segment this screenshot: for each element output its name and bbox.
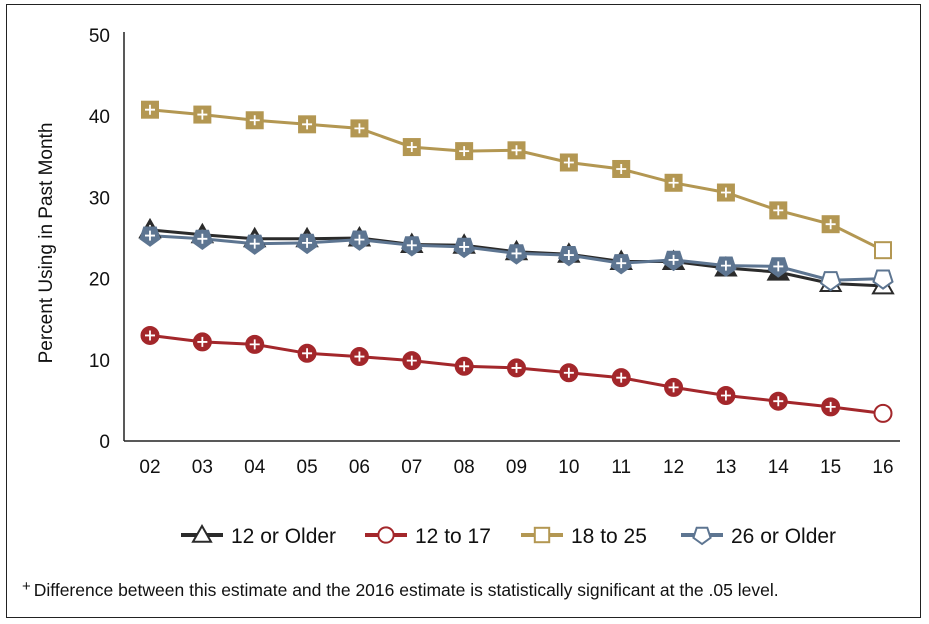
legend-item-1: 12 to 17	[365, 525, 491, 548]
footnote-text: Difference between this estimate and the…	[34, 580, 779, 600]
x-tick-label: 10	[558, 457, 579, 478]
significance-plus	[302, 237, 313, 248]
y-tick-label: 20	[89, 270, 110, 291]
significance-plus	[616, 163, 627, 174]
significance-plus	[249, 238, 260, 249]
x-tick-label: 03	[192, 457, 213, 478]
significance-plus	[249, 339, 260, 350]
significance-plus	[459, 241, 470, 252]
x-tick-label: 02	[139, 457, 160, 478]
x-tick-label: 05	[297, 457, 318, 478]
significance-plus	[616, 258, 627, 269]
significance-plus	[459, 361, 470, 372]
significance-plus	[720, 390, 731, 401]
chart-frame	[6, 4, 921, 618]
y-tick-labels: 0 10 20 30 40 50	[89, 26, 110, 453]
data-point	[872, 269, 894, 290]
legend-label: 12 to 17	[415, 525, 491, 548]
x-tick-label: 09	[506, 457, 527, 478]
significance-plus	[773, 261, 784, 272]
axes	[123, 32, 900, 442]
significance-plus	[511, 362, 522, 373]
x-tick-label: 15	[820, 457, 841, 478]
legend-label: 26 or Older	[731, 525, 836, 548]
significance-plus	[197, 109, 208, 120]
data-point	[874, 241, 892, 260]
series-markers-2	[141, 100, 892, 260]
legend: 12 or Older 12 to 17 18 to 25 26 or Older	[181, 523, 836, 548]
significance-plus	[354, 351, 365, 362]
x-tick-label: 14	[768, 457, 790, 478]
significance-plus	[145, 330, 155, 341]
significance-plus	[459, 146, 470, 157]
significance-plus	[563, 367, 574, 378]
x-tick-labels: 02 03 04 05 06 07 08 09 10 11 12 13 14 15 16	[139, 457, 893, 478]
legend-marker	[533, 526, 551, 544]
significance-plus	[197, 336, 208, 347]
significance-plus	[145, 230, 155, 241]
series-markers	[138, 100, 895, 423]
significance-plus	[406, 355, 417, 366]
series-line-2	[149, 108, 884, 252]
data-point	[873, 403, 893, 423]
y-tick-label: 40	[89, 107, 110, 128]
x-tick-label: 13	[715, 457, 736, 478]
significance-plus	[720, 260, 731, 271]
series-markers-3	[139, 226, 894, 292]
y-tick-label: 0	[99, 432, 110, 453]
significance-plus	[616, 372, 627, 383]
significance-plus	[668, 177, 679, 188]
significance-plus	[511, 248, 522, 259]
significance-plus	[302, 119, 313, 130]
significance-plus	[354, 123, 365, 134]
legend-item-0: 12 or Older	[181, 523, 336, 548]
significance-plus	[668, 254, 679, 265]
significance-plus	[720, 187, 731, 198]
legend-item-2: 18 to 25	[521, 525, 647, 548]
data-point	[819, 271, 842, 292]
significance-plus	[773, 396, 784, 407]
significance-plus	[406, 142, 417, 153]
y-tick-label: 10	[89, 351, 110, 372]
legend-marker	[191, 523, 213, 543]
x-tick-label: 06	[349, 457, 370, 478]
significance-plus	[145, 104, 155, 115]
legend-item-3: 26 or Older	[681, 525, 836, 548]
series-markers-1	[140, 325, 893, 423]
significance-plus	[563, 157, 574, 168]
x-tick-label: 04	[244, 457, 266, 478]
significance-plus	[302, 348, 313, 359]
svg-text:+Difference between this estim: + Difference between this estimate and th…	[22, 578, 779, 600]
legend-marker	[377, 526, 395, 544]
y-axis-label: Percent Using in Past Month	[36, 123, 57, 364]
x-tick-label: 08	[454, 457, 475, 478]
legend-label: 12 or Older	[231, 525, 336, 548]
significance-plus	[563, 250, 574, 261]
x-tick-label: 11	[611, 457, 631, 478]
x-tick-label: 07	[401, 457, 422, 478]
legend-marker	[692, 526, 712, 546]
legend-label: 18 to 25	[571, 525, 647, 548]
significance-plus	[773, 205, 784, 216]
significance-plus	[354, 234, 365, 245]
y-tick-label: 50	[89, 26, 110, 47]
significance-plus	[825, 219, 836, 230]
significance-plus	[249, 115, 260, 126]
footnote: + Difference between this estimate and th…	[22, 578, 779, 600]
significance-plus	[197, 233, 208, 244]
significance-plus	[406, 240, 417, 251]
x-tick-label: 12	[663, 457, 684, 478]
significance-plus	[825, 401, 836, 412]
significance-plus	[668, 382, 679, 393]
y-tick-label: 30	[89, 188, 110, 209]
significance-plus	[511, 145, 522, 156]
footnote-symbol: +	[22, 578, 31, 595]
x-tick-label: 16	[872, 457, 893, 478]
